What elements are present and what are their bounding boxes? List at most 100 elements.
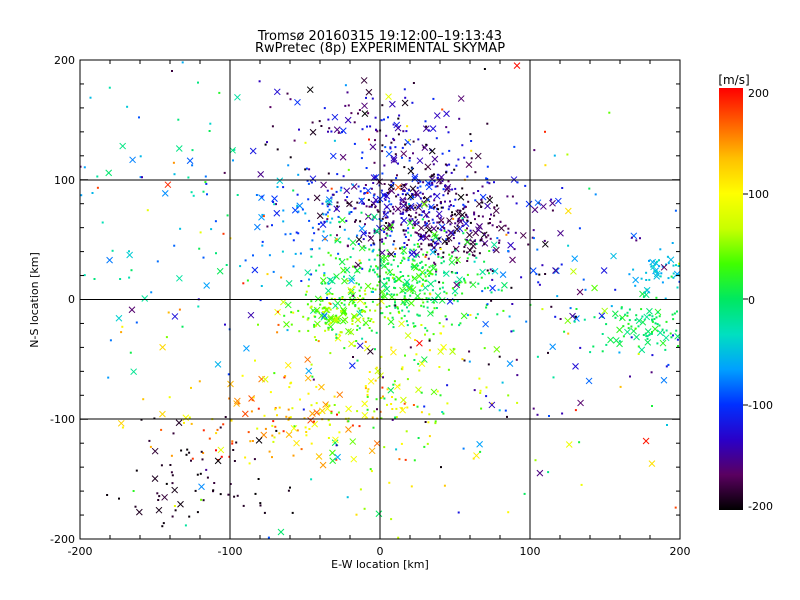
data-point — [365, 167, 368, 169]
data-point-cross — [453, 225, 461, 233]
data-point-cross — [565, 441, 573, 448]
data-point — [392, 182, 395, 184]
data-point — [367, 112, 370, 115]
data-point — [369, 265, 372, 268]
data-point — [425, 297, 428, 300]
data-point — [338, 220, 341, 223]
data-point-cross — [457, 193, 465, 201]
data-point — [383, 278, 386, 280]
data-point — [288, 416, 291, 419]
data-point — [391, 221, 394, 224]
data-point — [373, 410, 376, 413]
data-point-cross — [431, 231, 438, 238]
data-point — [333, 139, 336, 142]
data-point — [462, 207, 465, 210]
data-point — [486, 165, 489, 168]
data-point — [431, 174, 434, 177]
data-point — [469, 249, 472, 252]
data-point — [397, 310, 400, 313]
data-point — [436, 173, 439, 176]
data-point — [377, 210, 380, 213]
data-point — [368, 205, 371, 208]
data-point — [323, 220, 326, 223]
data-point — [489, 195, 491, 198]
data-point — [383, 397, 386, 400]
data-point — [592, 345, 595, 348]
data-point-cross — [488, 401, 496, 409]
data-point-cross — [417, 234, 425, 242]
data-point — [527, 243, 530, 246]
data-point-cross — [117, 419, 125, 427]
data-point — [567, 332, 570, 335]
data-point — [439, 216, 442, 219]
data-point — [321, 311, 324, 313]
data-point — [370, 329, 373, 332]
data-point — [386, 263, 389, 265]
data-point-cross — [373, 227, 381, 235]
data-point — [383, 164, 386, 167]
data-point — [366, 393, 369, 396]
data-point-cross — [364, 187, 372, 194]
data-point — [403, 242, 406, 244]
data-point-cross — [564, 207, 572, 215]
data-point — [199, 472, 202, 475]
data-point — [419, 233, 422, 236]
data-point — [429, 195, 432, 198]
data-point — [293, 139, 296, 142]
data-point — [445, 318, 448, 321]
data-point — [372, 242, 375, 245]
data-point — [496, 237, 499, 240]
data-point — [374, 206, 377, 209]
data-point — [363, 187, 366, 190]
data-point — [409, 198, 412, 201]
data-point — [271, 434, 274, 437]
data-point-cross — [421, 144, 429, 151]
data-point — [489, 218, 491, 220]
data-point — [284, 375, 287, 378]
data-point-cross — [380, 281, 388, 288]
data-point — [489, 237, 492, 240]
data-point — [635, 314, 638, 317]
data-point — [416, 254, 419, 257]
data-point — [422, 253, 425, 256]
data-point — [219, 493, 222, 496]
data-point — [348, 212, 351, 215]
data-point — [486, 181, 489, 184]
data-point — [455, 256, 458, 259]
data-point — [268, 450, 271, 453]
data-point — [289, 486, 291, 489]
data-point-cross — [462, 220, 470, 228]
data-point — [310, 255, 313, 258]
data-point-cross — [585, 377, 593, 385]
data-point — [584, 288, 587, 291]
data-point — [358, 425, 361, 428]
data-point — [422, 197, 425, 200]
data-point-cross — [431, 155, 439, 163]
data-point — [392, 160, 395, 163]
data-point — [336, 201, 339, 204]
data-point — [356, 324, 359, 327]
data-point — [264, 143, 267, 146]
data-point — [372, 321, 375, 324]
data-point-cross — [411, 175, 419, 183]
data-point — [397, 265, 399, 268]
data-point-cross — [407, 167, 415, 175]
data-point — [419, 185, 422, 188]
data-point — [455, 261, 458, 264]
data-point — [276, 186, 279, 188]
data-point-cross — [279, 298, 287, 306]
data-point — [187, 176, 190, 179]
data-point — [432, 301, 435, 304]
data-point — [327, 437, 330, 439]
data-point — [630, 325, 633, 328]
data-point — [160, 464, 163, 467]
data-point — [198, 247, 201, 250]
data-point — [310, 404, 313, 407]
data-point — [395, 177, 398, 180]
data-point — [343, 303, 346, 306]
data-point — [434, 185, 437, 188]
data-point — [393, 380, 396, 383]
data-point-cross — [383, 224, 390, 232]
data-point — [385, 282, 388, 285]
data-point — [445, 231, 448, 234]
